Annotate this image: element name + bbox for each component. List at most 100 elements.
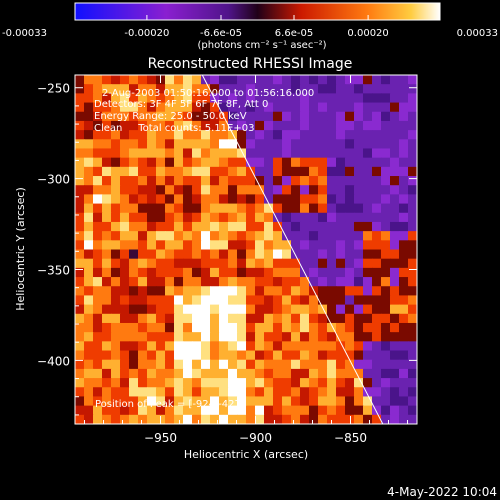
heatmap-cell — [327, 130, 337, 140]
heatmap-cell — [237, 212, 247, 223]
heatmap-cell — [228, 84, 238, 94]
heatmap-cell — [309, 166, 319, 177]
heatmap-cell — [129, 396, 139, 407]
heatmap-cell — [363, 341, 373, 352]
heatmap-cell — [192, 157, 202, 168]
heatmap-cell — [174, 350, 184, 361]
heatmap-cell — [138, 313, 148, 324]
heatmap-cell — [327, 240, 337, 251]
heatmap-cell — [327, 231, 337, 241]
heatmap-cell — [228, 176, 238, 186]
heatmap-cell — [345, 341, 355, 352]
heatmap-cell — [147, 387, 157, 398]
heatmap-cell — [75, 231, 85, 241]
heatmap-cell — [255, 157, 265, 168]
colorbar-tick-label: -6.6e-05 — [200, 28, 242, 39]
heatmap-cell — [309, 267, 319, 278]
heatmap-cell — [318, 258, 328, 269]
heatmap-cell — [201, 332, 211, 342]
heatmap-cell — [84, 130, 94, 140]
heatmap-cell — [111, 93, 121, 104]
heatmap-cell — [201, 405, 211, 416]
heatmap-cell — [201, 368, 211, 379]
heatmap-cell — [381, 120, 391, 131]
heatmap-cell — [147, 120, 157, 131]
heatmap-cell — [381, 396, 391, 407]
heatmap-cell — [381, 240, 391, 251]
heatmap-cell — [408, 130, 417, 140]
heatmap-cell — [399, 341, 409, 352]
y-tick-label: −300 — [37, 173, 70, 187]
heatmap-cell — [255, 387, 265, 398]
heatmap-cell — [183, 277, 193, 287]
heatmap-cell — [156, 387, 166, 398]
heatmap-cell — [318, 396, 328, 407]
heatmap-cell — [246, 378, 256, 388]
heatmap-cell — [228, 304, 238, 315]
heatmap-cell — [255, 84, 265, 94]
heatmap-cell — [300, 185, 310, 195]
heatmap-cell — [237, 240, 247, 251]
heatmap-cell — [183, 258, 193, 269]
heatmap-cell — [192, 231, 202, 241]
heatmap-cell — [318, 405, 328, 416]
heatmap-cell — [327, 111, 337, 122]
heatmap-cell — [363, 277, 373, 287]
heatmap-cell — [201, 249, 211, 260]
heatmap-cell — [138, 111, 148, 122]
heatmap-cell — [345, 93, 355, 104]
heatmap-cell — [75, 102, 85, 113]
heatmap-cell — [147, 93, 157, 104]
heatmap-cell — [228, 102, 238, 113]
heatmap-cell — [201, 176, 211, 186]
heatmap-cell — [228, 148, 238, 159]
heatmap-cell — [156, 295, 166, 306]
heatmap-cell — [273, 166, 283, 177]
heatmap-cell — [129, 194, 139, 205]
heatmap-cell — [363, 157, 373, 168]
heatmap-cell — [309, 295, 319, 306]
heatmap-cell — [354, 176, 364, 186]
heatmap-cell — [75, 414, 85, 424]
heatmap-cell — [219, 120, 229, 131]
heatmap-cell — [120, 148, 130, 159]
heatmap-cell — [219, 231, 229, 241]
heatmap-cell — [336, 378, 346, 388]
heatmap-cell — [183, 322, 193, 333]
heatmap-cell — [93, 120, 103, 131]
heatmap-cell — [318, 378, 328, 388]
heatmap-cell — [93, 405, 103, 416]
heatmap-cell — [120, 157, 130, 168]
heatmap-cell — [228, 286, 238, 297]
heatmap-cell — [354, 322, 364, 333]
heatmap-cell — [408, 341, 417, 352]
heatmap-cell — [237, 120, 247, 131]
heatmap-cell — [147, 368, 157, 379]
heatmap-cell — [219, 295, 229, 306]
heatmap-cell — [219, 240, 229, 251]
heatmap-cell — [345, 130, 355, 140]
heatmap-cell — [282, 166, 292, 177]
heatmap-cell — [354, 286, 364, 297]
heatmap-cell — [201, 212, 211, 223]
heatmap-cell — [390, 231, 400, 241]
heatmap-cell — [201, 414, 211, 424]
heatmap-cell — [165, 75, 175, 85]
heatmap-cell — [372, 405, 382, 416]
heatmap-cell — [273, 157, 283, 168]
heatmap-cell — [102, 295, 112, 306]
heatmap-cell — [345, 249, 355, 260]
heatmap-cell — [336, 249, 346, 260]
heatmap-cell — [165, 139, 175, 150]
heatmap-cell — [273, 203, 283, 214]
heatmap-cell — [174, 378, 184, 388]
heatmap-cell — [93, 84, 103, 94]
heatmap-cell — [165, 304, 175, 315]
heatmap-cell — [165, 231, 175, 241]
y-tick-label: −350 — [37, 263, 70, 277]
heatmap-cell — [219, 203, 229, 214]
heatmap-cell — [282, 341, 292, 352]
heatmap-cell — [408, 120, 417, 131]
heatmap-cell — [201, 267, 211, 278]
heatmap-cell — [336, 359, 346, 370]
